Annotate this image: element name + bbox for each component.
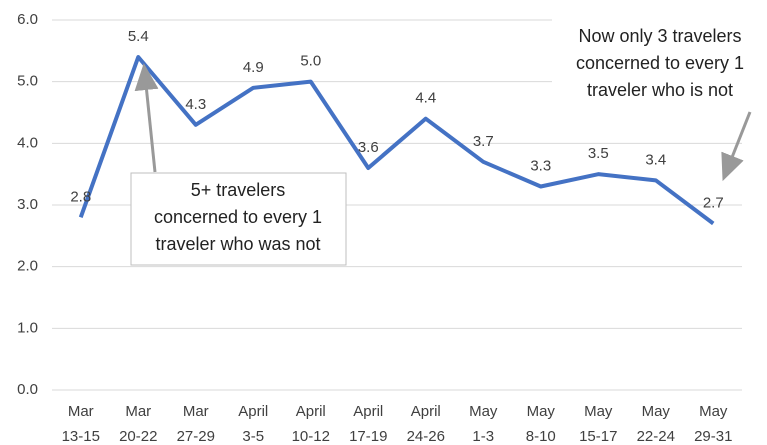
- x-tick-label: Mar: [125, 403, 151, 420]
- data-label: 2.8: [70, 188, 91, 205]
- data-line: [78, 55, 715, 226]
- x-tick-label: Mar: [183, 403, 209, 420]
- y-tick-label: 2.0: [17, 258, 38, 275]
- annotation-arrow: [721, 111, 752, 182]
- y-tick-label: 6.0: [17, 11, 38, 28]
- x-tick-label: 15-17: [579, 428, 617, 445]
- x-tick-label: 27-29: [177, 428, 215, 445]
- x-tick-label: April: [353, 403, 383, 420]
- data-label: 4.3: [185, 96, 206, 113]
- x-tick-label: 29-31: [694, 428, 732, 445]
- y-tick-label: 0.0: [17, 381, 38, 398]
- annotation-box: [552, 18, 766, 110]
- data-label: 5.4: [128, 28, 149, 45]
- x-tick-label: April: [296, 403, 326, 420]
- y-tick-label: 3.0: [17, 196, 38, 213]
- y-tick-label: 5.0: [17, 73, 38, 90]
- x-tick-label: Mar: [68, 403, 94, 420]
- annotation-arrow: [134, 63, 159, 173]
- x-tick-label: April: [411, 403, 441, 420]
- annotation-text: traveler who is not: [587, 80, 733, 100]
- x-tick-label: May: [699, 403, 728, 420]
- y-tick-label: 1.0: [17, 319, 38, 336]
- data-label: 3.5: [588, 145, 609, 162]
- data-label: 3.4: [645, 151, 666, 168]
- annotation-text: Now only 3 travelers: [578, 26, 741, 46]
- x-tick-label: May: [642, 403, 671, 420]
- x-tick-label: May: [584, 403, 613, 420]
- x-tick-label: 13-15: [62, 428, 100, 445]
- data-label: 4.9: [243, 59, 264, 76]
- data-label: 4.4: [415, 90, 436, 107]
- x-tick-label: 22-24: [637, 428, 675, 445]
- data-label: 2.7: [703, 194, 724, 211]
- data-label: 3.6: [358, 139, 379, 156]
- x-tick-label: April: [238, 403, 268, 420]
- x-tick-label: 8-10: [526, 428, 556, 445]
- annotation-text: concerned to every 1: [576, 53, 744, 73]
- annotation-text: concerned to every 1: [154, 207, 322, 227]
- annotation-text: 5+ travelers: [191, 180, 286, 200]
- x-tick-label: 20-22: [119, 428, 157, 445]
- y-tick-label: 4.0: [17, 134, 38, 151]
- annotation-text: traveler who was not: [155, 234, 320, 254]
- x-tick-label: 17-19: [349, 428, 387, 445]
- data-label: 3.3: [530, 157, 551, 174]
- data-label: 5.0: [300, 53, 321, 70]
- x-tick-label: May: [469, 403, 498, 420]
- x-tick-label: 1-3: [472, 428, 494, 445]
- annotation-box: [130, 172, 347, 266]
- x-tick-label: May: [527, 403, 556, 420]
- x-tick-label: 3-5: [242, 428, 264, 445]
- data-label: 3.7: [473, 133, 494, 150]
- x-tick-label: 24-26: [407, 428, 445, 445]
- x-tick-label: 10-12: [292, 428, 330, 445]
